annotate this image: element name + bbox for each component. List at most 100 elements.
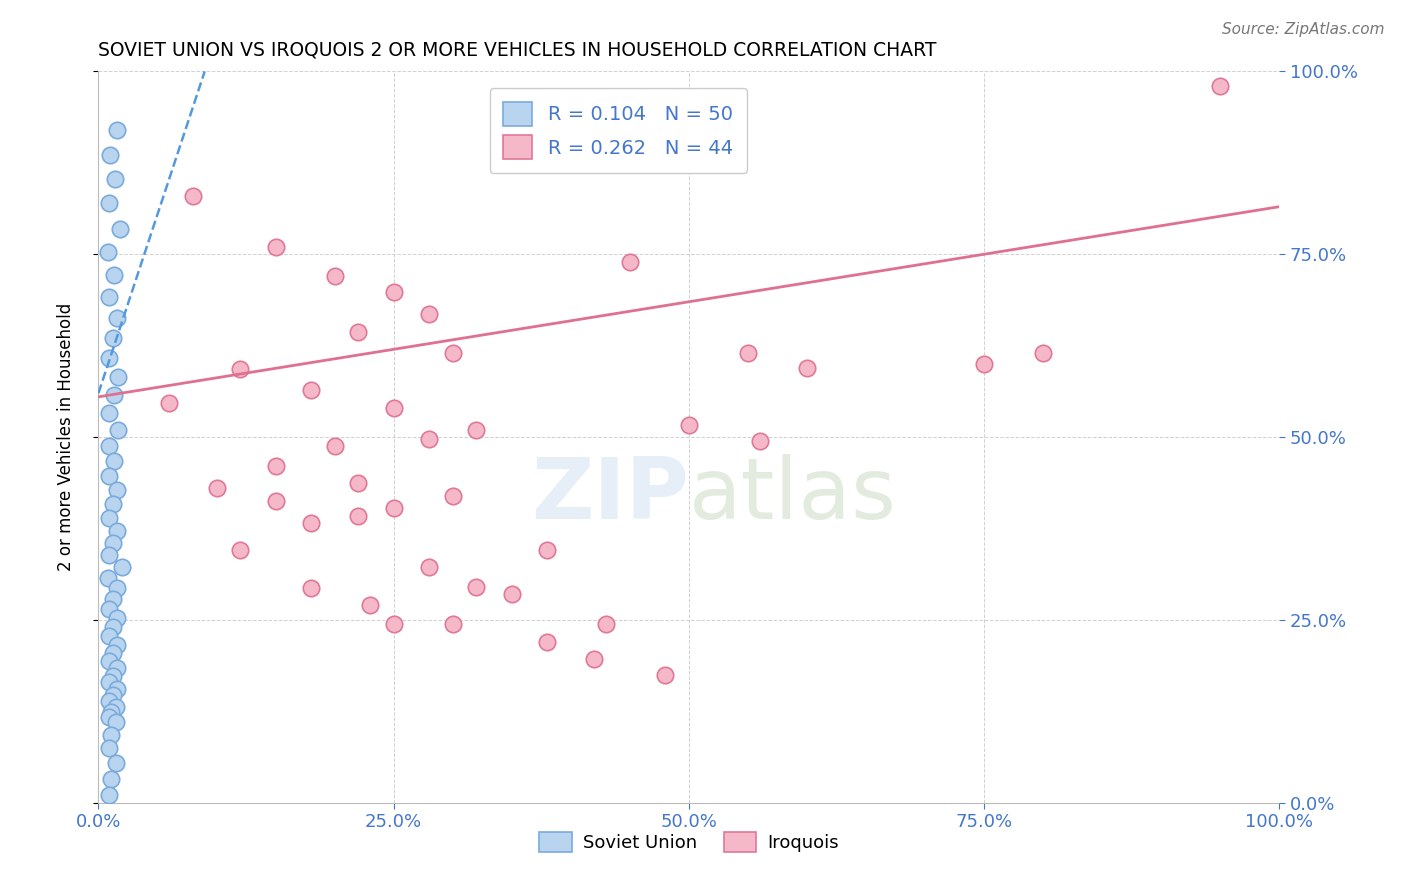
Text: SOVIET UNION VS IROQUOIS 2 OR MORE VEHICLES IN HOUSEHOLD CORRELATION CHART: SOVIET UNION VS IROQUOIS 2 OR MORE VEHIC… (98, 40, 936, 59)
Point (382, 401, 405, 415)
Point (98, 602, 121, 616)
Point (105, 483, 128, 498)
Point (101, 536, 124, 550)
Point (100, 772, 122, 787)
Point (98, 694, 121, 708)
Point (264, 459, 287, 474)
Point (359, 599, 381, 613)
Point (98, 629, 121, 643)
Point (98, 675, 121, 690)
Text: atlas: atlas (689, 454, 897, 537)
Point (748, 434, 770, 448)
Text: Source: ZipAtlas.com: Source: ZipAtlas.com (1222, 22, 1385, 37)
Point (100, 728, 122, 742)
Point (107, 370, 129, 384)
Point (101, 331, 124, 345)
Point (103, 454, 125, 468)
Point (382, 285, 405, 300)
Point (654, 667, 676, 681)
Point (678, 418, 700, 433)
Point (103, 388, 125, 402)
Point (104, 172, 127, 186)
Point (105, 661, 128, 675)
Point (111, 559, 134, 574)
Point (157, 396, 180, 410)
Point (737, 346, 759, 360)
Point (973, 357, 995, 371)
Point (98, 789, 121, 803)
Y-axis label: 2 or more Vehicles in Household: 2 or more Vehicles in Household (56, 303, 75, 571)
Legend: Soviet Union, Iroquois: Soviet Union, Iroquois (531, 824, 846, 860)
Point (108, 221, 131, 235)
Text: ZIP: ZIP (531, 454, 689, 537)
Point (101, 497, 124, 511)
Point (98, 439, 121, 453)
Point (98, 654, 121, 668)
Point (796, 360, 818, 375)
Point (98, 351, 121, 365)
Point (105, 638, 128, 652)
Point (105, 582, 128, 596)
Point (97, 570, 120, 584)
Point (536, 543, 558, 558)
Point (418, 432, 440, 446)
Point (105, 700, 128, 714)
Point (101, 646, 124, 660)
Point (441, 489, 464, 503)
Point (98, 468, 121, 483)
Point (299, 383, 322, 397)
Point (441, 616, 464, 631)
Point (107, 423, 129, 437)
Point (105, 756, 128, 770)
Point (347, 476, 370, 491)
Point (105, 310, 128, 325)
Point (105, 611, 128, 625)
Point (465, 580, 488, 594)
Point (101, 688, 124, 702)
Point (583, 652, 606, 666)
Point (229, 362, 252, 376)
Point (105, 715, 128, 730)
Point (98, 290, 121, 304)
Point (299, 582, 322, 596)
Point (98, 710, 121, 724)
Point (382, 616, 405, 631)
Point (98, 406, 121, 420)
Point (441, 346, 464, 360)
Point (100, 705, 122, 719)
Point (101, 591, 124, 606)
Point (347, 326, 370, 340)
Point (501, 587, 523, 601)
Point (98, 740, 121, 755)
Point (347, 509, 370, 524)
Point (98, 196, 121, 211)
Point (105, 681, 128, 696)
Point (418, 560, 440, 574)
Point (323, 439, 346, 453)
Point (98, 548, 121, 562)
Point (103, 268, 125, 282)
Point (619, 254, 641, 268)
Point (181, 188, 204, 202)
Point (418, 307, 440, 321)
Point (1209, 78, 1232, 93)
Point (101, 620, 124, 634)
Point (382, 501, 405, 516)
Point (105, 524, 128, 538)
Point (101, 668, 124, 682)
Point (323, 269, 346, 284)
Point (595, 616, 617, 631)
Point (465, 423, 488, 437)
Point (501, 94, 523, 108)
Point (299, 516, 322, 530)
Point (97, 245, 120, 260)
Point (205, 481, 228, 495)
Point (536, 635, 558, 649)
Point (229, 543, 252, 558)
Point (98, 148, 121, 162)
Point (264, 493, 287, 508)
Point (264, 240, 287, 254)
Point (98, 510, 121, 524)
Point (1032, 346, 1054, 360)
Point (105, 123, 128, 137)
